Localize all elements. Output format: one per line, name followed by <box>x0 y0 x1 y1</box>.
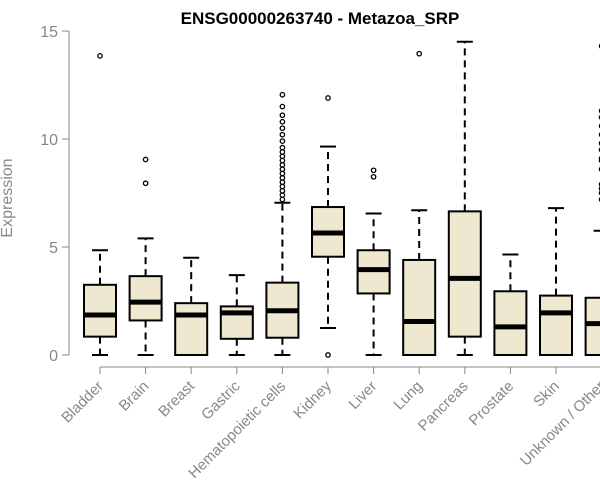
box-bladder <box>83 52 117 356</box>
box-prostate <box>493 253 528 356</box>
outlier-point <box>370 173 377 180</box>
box-breast <box>174 256 209 357</box>
box-gastric <box>219 274 254 356</box>
outlier-point <box>598 190 600 196</box>
y-tick-label: 10 <box>40 132 58 149</box>
box-pancreas <box>447 40 482 356</box>
box-liver <box>356 167 391 356</box>
outlier-point <box>279 91 286 98</box>
iqr-box <box>83 283 117 338</box>
outlier-point <box>279 125 286 132</box>
x-tick-label: Gastric <box>198 377 244 423</box>
y-tick-label: 0 <box>49 348 58 365</box>
iqr-box <box>447 210 482 338</box>
outlier-point <box>279 144 286 151</box>
outlier-point <box>598 166 600 172</box>
iqr-box <box>493 290 528 356</box>
outlier-point <box>142 180 149 187</box>
x-tick-label: Liver <box>345 378 380 413</box>
outlier-point <box>598 158 600 163</box>
plot-area <box>83 40 600 358</box>
outlier-point <box>598 182 600 187</box>
x-tick-label: Pancreas <box>415 378 472 435</box>
iqr-box <box>128 275 163 322</box>
x-tick-label: Breast <box>155 377 198 420</box>
outlier-point <box>598 197 600 202</box>
y-tick-label: 15 <box>40 24 58 41</box>
iqr-box <box>174 302 209 357</box>
y-axis: 0 5 10 15 <box>40 24 70 365</box>
outlier-point <box>370 167 377 174</box>
outlier-point <box>279 112 286 119</box>
outlier-point <box>598 43 600 49</box>
box-unknown-other <box>584 43 600 357</box>
iqr-box <box>402 258 437 356</box>
outlier-point <box>142 156 149 163</box>
outlier-point <box>598 108 600 114</box>
outlier-point <box>325 352 331 358</box>
outlier-point <box>598 156 600 161</box>
outlier-point <box>97 52 103 59</box>
y-axis-label: Expression <box>0 158 16 237</box>
x-tick-label: Kidney <box>290 377 335 422</box>
chart-title: ENSG00000263740 - Metazoa_SRP <box>181 9 460 28</box>
box-hematopoietic-cells <box>265 91 300 356</box>
x-tick-label: Bladder <box>58 378 107 427</box>
outlier-point <box>279 131 286 138</box>
outlier-point <box>598 115 600 120</box>
outlier-point <box>279 118 286 125</box>
outlier-point <box>279 138 286 145</box>
outlier-point <box>598 186 600 192</box>
iqr-box <box>584 296 600 357</box>
box-skin <box>539 207 573 357</box>
outlier-point <box>416 50 423 57</box>
outlier-point <box>598 123 600 129</box>
iqr-box <box>539 294 573 357</box>
y-tick-label: 5 <box>49 240 58 257</box>
box-kidney <box>311 95 345 358</box>
outlier-point <box>325 95 331 101</box>
x-tick-label: Lung <box>390 378 426 414</box>
x-tick-label: Brain <box>116 378 153 415</box>
outlier-point <box>598 132 600 138</box>
box-brain <box>128 156 163 356</box>
outlier-point <box>598 140 600 146</box>
outlier-point <box>598 147 600 153</box>
outlier-point <box>279 103 286 110</box>
box-lung <box>402 50 437 356</box>
x-tick-label: Skin <box>530 378 563 411</box>
x-tick-label: Prostate <box>466 378 518 430</box>
